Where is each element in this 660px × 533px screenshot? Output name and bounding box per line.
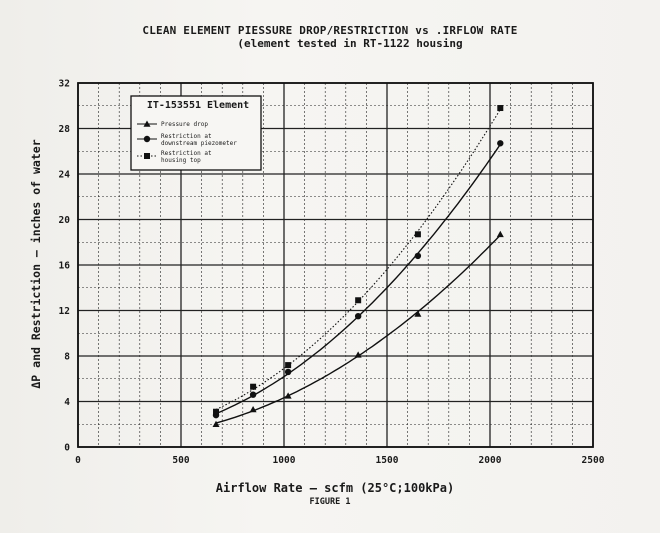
legend-title: IT-153551 Element [147,100,249,111]
data-point-triangle [143,120,151,127]
data-point-square [355,297,362,304]
figure-label: FIGURE 1 [309,497,351,507]
data-point-square [414,231,421,238]
legend-label-cont: housing top [161,157,201,164]
legend-label: Pressure drop [161,121,208,128]
data-point-triangle [284,392,292,399]
legend-label-cont: downstream piezometer [161,140,237,147]
y-tick-label: 32 [59,79,70,90]
y-tick-label: 20 [59,215,71,226]
data-point-square [250,383,257,390]
data-point-triangle [414,310,422,317]
x-tick-label: 500 [172,455,189,466]
legend-item: Pressure drop [137,120,208,128]
data-point-circle [354,312,362,320]
x-tick-label: 2000 [479,455,502,466]
chart-title: CLEAN ELEMENT PIESSURE DROP/RESTRICTION … [142,24,518,37]
data-point-square [213,408,220,415]
series-1 [212,230,504,428]
y-tick-label: 8 [64,352,70,363]
data-point-square [144,153,150,159]
legend: IT-153551 Element Pressure drop Restrictio… [130,95,262,171]
data-point-triangle [249,405,257,413]
legend-label: Restriction at [161,133,212,140]
plot-frame [77,82,594,448]
series-2 [212,140,504,419]
y-tick-label: 12 [59,306,70,317]
y-tick-label: 16 [59,261,71,272]
x-tick-label: 2500 [582,455,605,466]
series-layer [212,105,504,428]
y-tick-label: 4 [64,397,70,408]
series-3 [213,105,504,415]
chart-subtitle: (element tested in RT-1122 housing [237,37,463,50]
y-tick-label: 24 [59,170,71,181]
data-point-circle [143,135,151,143]
data-point-circle [414,252,422,260]
x-tick-label: 1000 [273,455,296,466]
data-point-triangle [496,230,504,238]
y-tick-label: 28 [59,124,71,135]
x-axis-label: Airflow Rate – scfm (25°C;100kPa) [215,481,455,495]
data-point-circle [497,140,504,147]
data-point-square [497,105,504,112]
data-point-circle [284,368,292,376]
tick-labels: 0 500 1000 1500 2000 2500 0 4 8 12 16 20 24 28 32 [59,79,605,467]
legend-box [130,95,262,171]
data-point-circle [249,391,257,398]
series-line [215,144,501,415]
x-tick-label: 1500 [376,455,399,466]
data-point-triangle [212,420,220,428]
axes [77,82,594,448]
data-point-triangle [354,351,362,358]
series-line [215,234,501,424]
legend-label: Restriction at [161,150,212,157]
data-point-square [285,362,292,369]
x-tick-label: 0 [75,455,81,466]
y-tick-label: 0 [64,443,70,454]
